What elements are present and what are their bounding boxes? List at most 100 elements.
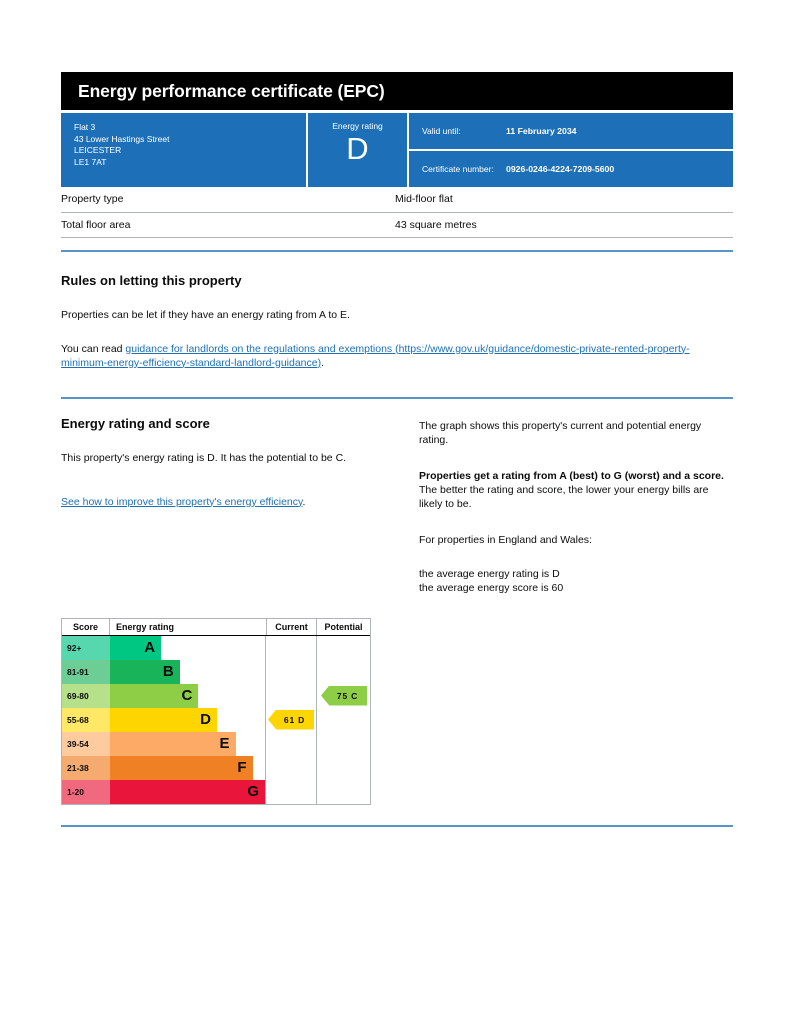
- epc-score-range-a: 92+: [62, 635, 110, 660]
- letting-guidance-prefix: You can read: [61, 342, 126, 355]
- energy-rating-heading: Energy rating and score: [61, 415, 210, 431]
- epc-band-row-d: 55-68 D 61 D: [62, 707, 370, 732]
- region-averages: the average energy rating is D the avera…: [419, 567, 733, 595]
- total-floor-area-label: Total floor area: [61, 212, 395, 238]
- epc-potential-cell-f: [317, 756, 370, 780]
- section-divider: [61, 396, 733, 399]
- improve-efficiency-paragraph: See how to improve this property's energ…: [61, 495, 419, 509]
- epc-band-row-b: 81-91 B: [62, 659, 370, 684]
- epc-potential-cell-g: [317, 780, 370, 804]
- property-type-label: Property type: [61, 187, 395, 213]
- certificate-number-value: 0926-0246-4224-7209-5600: [506, 164, 615, 174]
- epc-chart-rows: 92+ A 81-91 B 69-80 C 75 C 55-68 D 61 D 39-54 E 21-3…: [62, 635, 370, 804]
- letting-guidance-paragraph: You can read guidance for landlords on t…: [61, 342, 733, 370]
- epc-current-cell-e: [266, 731, 317, 756]
- improve-efficiency-link[interactable]: See how to improve this property's energ…: [61, 495, 303, 508]
- epc-rating-chart: Score Energy rating Current Potential 92…: [61, 617, 371, 805]
- total-floor-area-value: 43 square metres: [395, 212, 733, 238]
- epc-current-marker: 61 D: [268, 709, 314, 730]
- epc-band-row-f: 21-38 F: [62, 755, 370, 780]
- letting-heading: Rules on letting this property: [61, 272, 242, 288]
- epc-bar-d: D: [110, 707, 217, 732]
- epc-bar-cell-e: E: [110, 731, 266, 756]
- epc-band-row-a: 92+ A: [62, 635, 370, 660]
- epc-score-range-g: 1-20: [62, 779, 110, 804]
- epc-bar-e: E: [110, 731, 236, 756]
- epc-score-range-b: 81-91: [62, 659, 110, 684]
- epc-bar-cell-g: G: [110, 779, 266, 804]
- epc-bar-c: C: [110, 683, 199, 708]
- energy-rating-letter: D: [346, 131, 369, 166]
- epc-current-cell-g: [266, 779, 317, 804]
- energy-rating-left-column: Energy rating and score This property's …: [61, 416, 419, 595]
- section-divider: [61, 249, 733, 252]
- epc-score-range-f: 21-38: [62, 755, 110, 780]
- energy-rating-badge: Energy rating D: [308, 113, 407, 187]
- property-type-value: Mid-floor flat: [395, 187, 733, 213]
- property-details-table: Property type Mid-floor flat Total floor…: [61, 187, 733, 238]
- certificate-number-row: Certificate number: 0926-0246-4224-7209-…: [409, 151, 733, 187]
- certificate-summary-panel: Flat 3 43 Lower Hastings Street LEICESTE…: [61, 113, 733, 187]
- epc-potential-cell-a: [317, 636, 370, 660]
- table-row: Property type Mid-floor flat: [61, 187, 733, 213]
- epc-current-cell-f: [266, 755, 317, 780]
- epc-bar-cell-d: D: [110, 707, 266, 732]
- average-rating-line: the average energy rating is D: [419, 567, 560, 580]
- epc-potential-marker: 75 C: [321, 685, 367, 706]
- region-intro-text: For properties in England and Wales:: [419, 533, 592, 546]
- epc-score-range-c: 69-80: [62, 683, 110, 708]
- epc-band-row-e: 39-54 E: [62, 731, 370, 756]
- epc-score-range-d: 55-68: [62, 707, 110, 732]
- epc-bar-f: F: [110, 755, 253, 780]
- epc-page: Energy performance certificate (EPC) Fla…: [61, 0, 733, 827]
- address-line-4: LE1 7AT: [74, 156, 107, 167]
- epc-band-row-c: 69-80 C 75 C: [62, 683, 370, 708]
- epc-header-current: Current: [267, 618, 317, 635]
- page-title: Energy performance certificate (EPC): [78, 80, 385, 101]
- energy-rating-section: Energy rating and score This property's …: [61, 416, 733, 595]
- letting-paragraph: Properties can be let if they have an en…: [61, 308, 350, 321]
- epc-bar-cell-f: F: [110, 755, 266, 780]
- epc-bar-g: G: [110, 779, 265, 804]
- property-address: Flat 3 43 Lower Hastings Street LEICESTE…: [61, 113, 306, 187]
- epc-current-cell-b: [266, 659, 317, 684]
- certificate-number-label: Certificate number:: [422, 164, 494, 174]
- epc-bar-cell-c: C: [110, 683, 266, 708]
- epc-current-cell-c: [266, 683, 317, 708]
- epc-chart-header: Score Energy rating Current Potential: [62, 617, 370, 636]
- page-title-bar: Energy performance certificate (EPC): [61, 72, 733, 110]
- address-line-3: LEICESTER: [74, 145, 122, 156]
- epc-bar-a: A: [110, 635, 162, 660]
- landlord-guidance-link[interactable]: guidance for landlords on the regulation…: [61, 342, 690, 369]
- epc-bar-cell-b: B: [110, 659, 266, 684]
- valid-until-row: Valid until: 11 February 2034: [409, 113, 733, 149]
- valid-until-label: Valid until:: [422, 126, 461, 136]
- graph-intro-text: The graph shows this property's current …: [419, 419, 702, 446]
- improve-efficiency-suffix: .: [302, 495, 306, 508]
- epc-bar-b: B: [110, 659, 180, 684]
- epc-current-cell-d: 61 D: [266, 707, 317, 732]
- energy-rating-paragraph: This property's energy rating is D. It h…: [61, 451, 347, 464]
- energy-rating-label: Energy rating: [332, 121, 383, 131]
- address-line-1: Flat 3: [74, 122, 96, 132]
- address-line-2: 43 Lower Hastings Street: [74, 133, 170, 144]
- section-divider: [61, 824, 733, 827]
- valid-until-value: 11 February 2034: [506, 126, 577, 136]
- epc-header-score: Score: [62, 618, 110, 635]
- certificate-meta: Valid until: 11 February 2034 Certificat…: [409, 113, 733, 187]
- epc-current-cell-a: [266, 635, 317, 660]
- epc-header-rating: Energy rating: [110, 618, 267, 635]
- epc-potential-cell-d: [317, 708, 370, 732]
- epc-potential-cell-e: [317, 732, 370, 756]
- epc-score-range-e: 39-54: [62, 731, 110, 756]
- epc-header-potential: Potential: [324, 621, 363, 632]
- epc-potential-cell-c: 75 C: [317, 684, 370, 708]
- epc-band-row-g: 1-20 G: [62, 779, 370, 804]
- average-score-line: the average energy score is 60: [419, 581, 564, 594]
- rating-explanation-text: Properties get a rating from A (best) to…: [419, 469, 733, 511]
- table-row: Total floor area 43 square metres: [61, 212, 733, 238]
- rating-explanation-rest: The better the rating and score, the low…: [419, 483, 709, 510]
- energy-rating-right-column: The graph shows this property's current …: [419, 416, 733, 595]
- epc-potential-cell-b: [317, 660, 370, 684]
- letting-guidance-suffix: .: [321, 356, 325, 369]
